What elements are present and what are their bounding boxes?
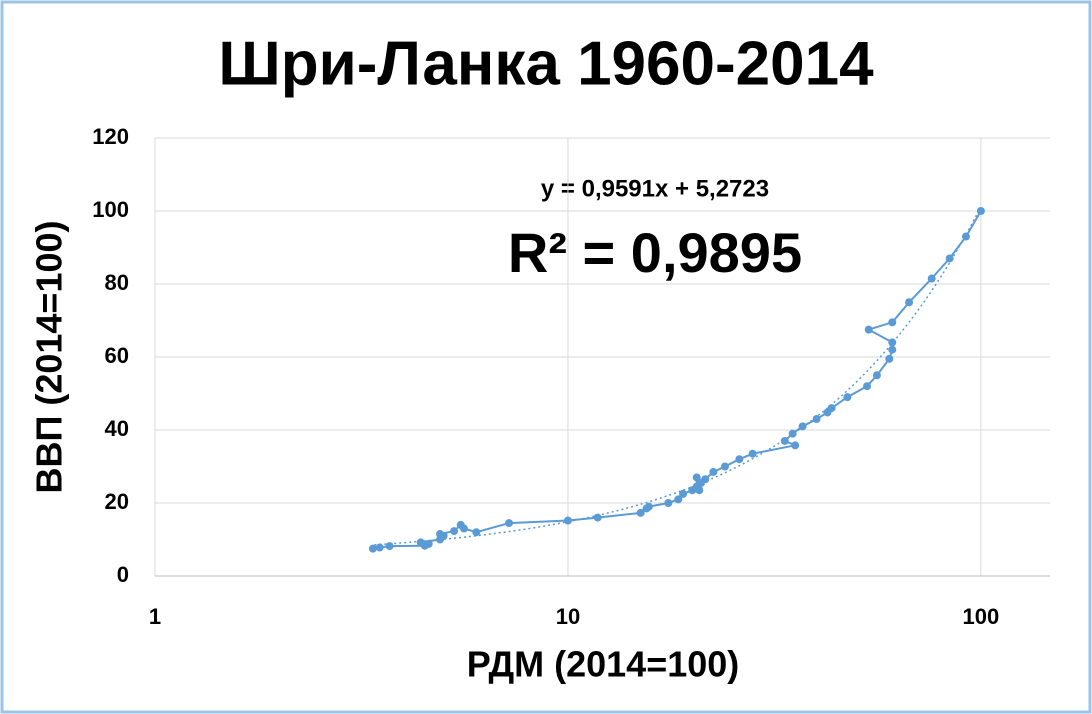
trend-equation: y = 0,9591x + 5,2723 [541, 175, 769, 202]
data-point [905, 298, 914, 307]
y-tick-label: 80 [105, 270, 129, 295]
data-point [679, 489, 688, 498]
data-point [812, 415, 821, 424]
data-point [416, 538, 425, 547]
y-axis-label: ВВП (2014=100) [29, 220, 70, 493]
data-point [505, 519, 514, 528]
chart-title: Шри-Ланка 1960-2014 [218, 29, 874, 98]
data-point [864, 325, 873, 334]
data-point [424, 539, 433, 548]
data-point [636, 508, 645, 517]
data-point [888, 338, 897, 347]
data-point [888, 345, 897, 354]
data-point [927, 274, 936, 283]
data-point [644, 502, 653, 511]
data-point [709, 467, 718, 476]
y-tick-label: 60 [105, 343, 129, 368]
x-tick-label: 100 [963, 604, 1000, 629]
y-tick-label: 100 [92, 197, 129, 222]
data-point [375, 543, 384, 552]
y-tick-label: 120 [92, 124, 129, 149]
data-point [843, 393, 852, 402]
data-point [872, 371, 881, 380]
data-point [459, 524, 468, 533]
data-point [788, 429, 797, 438]
data-point [450, 527, 459, 536]
data-point [748, 449, 757, 458]
y-tick-label: 0 [117, 562, 129, 587]
data-point [701, 475, 710, 484]
data-point [888, 318, 897, 327]
data-point [385, 542, 394, 551]
data-point [674, 495, 683, 504]
data-point [863, 382, 872, 391]
data-point [961, 232, 970, 241]
x-tick-label: 1 [149, 604, 161, 629]
data-point [563, 516, 572, 525]
data-point [368, 544, 377, 553]
data-point [827, 404, 836, 413]
data-point [695, 486, 704, 495]
data-point [472, 528, 481, 537]
data-point [593, 513, 602, 522]
data-point [885, 354, 894, 363]
data-point [735, 455, 744, 464]
data-point [798, 422, 807, 431]
data-point [780, 436, 789, 445]
r-squared: R² = 0,9895 [508, 221, 802, 284]
x-tick-label: 10 [556, 604, 580, 629]
data-point [720, 462, 729, 471]
data-point [664, 499, 673, 507]
data-point [436, 530, 445, 539]
data-point [791, 441, 800, 450]
data-point [976, 207, 985, 215]
data-point [945, 254, 954, 263]
x-axis-label: РДМ (2014=100) [467, 644, 740, 685]
data-point [692, 473, 701, 482]
y-tick-label: 40 [105, 416, 129, 441]
y-tick-label: 20 [105, 489, 129, 514]
